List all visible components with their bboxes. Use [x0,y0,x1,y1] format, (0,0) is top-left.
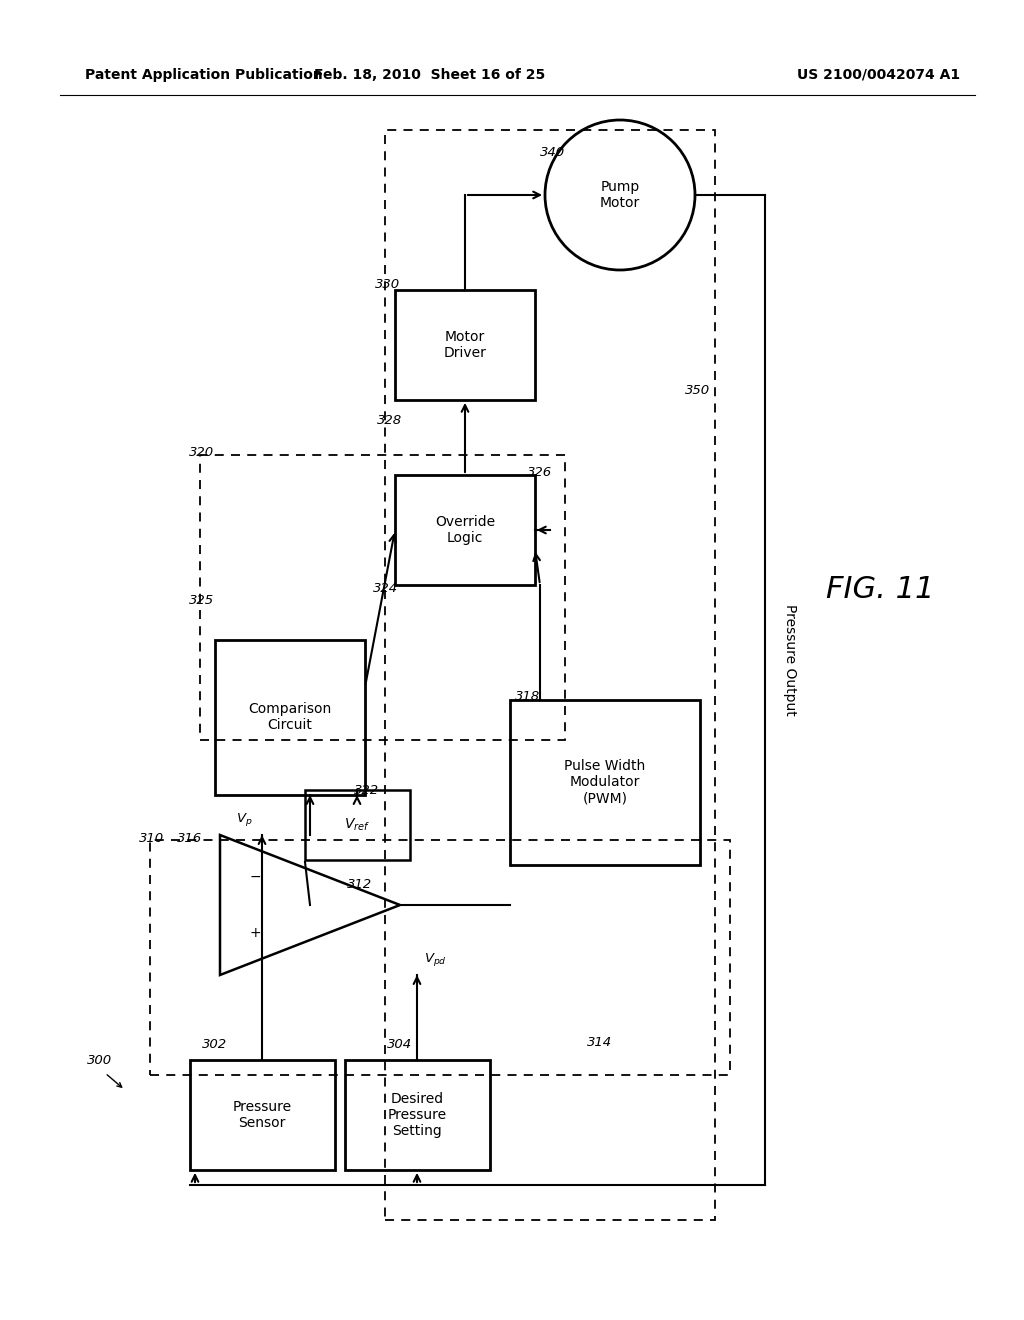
Text: Pressure
Sensor: Pressure Sensor [232,1100,292,1130]
Bar [150,840,730,1074]
Text: 324: 324 [374,582,398,594]
Bar [345,1060,490,1170]
Text: $V_{pd}$: $V_{pd}$ [424,952,446,969]
Text: 340: 340 [541,145,565,158]
Bar [200,455,565,741]
Text: Feb. 18, 2010  Sheet 16 of 25: Feb. 18, 2010 Sheet 16 of 25 [314,69,546,82]
Bar [190,1060,335,1170]
Text: $V_p$: $V_p$ [236,812,252,829]
Text: 322: 322 [354,784,380,796]
Bar [395,290,535,400]
Text: −: − [249,870,261,884]
Text: Override
Logic: Override Logic [435,515,495,545]
Text: 326: 326 [527,466,553,479]
Text: 328: 328 [378,413,402,426]
Text: 320: 320 [189,446,215,459]
Text: Desired
Pressure
Setting: Desired Pressure Setting [387,1092,446,1138]
Text: Patent Application Publication: Patent Application Publication [85,69,323,82]
Bar [385,129,715,1220]
Text: US 2100/0042074 A1: US 2100/0042074 A1 [797,69,961,82]
Text: Pressure Output: Pressure Output [783,605,797,715]
Text: FIG. 11: FIG. 11 [825,576,934,605]
Text: Comparison
Circuit: Comparison Circuit [249,702,332,733]
Text: 312: 312 [347,879,373,891]
Text: Motor
Driver: Motor Driver [443,330,486,360]
Text: $V_{ref}$: $V_{ref}$ [344,817,370,833]
Text: 350: 350 [685,384,711,396]
Text: 302: 302 [203,1039,227,1052]
Text: +: + [249,927,261,940]
Text: 304: 304 [387,1039,413,1052]
Text: 300: 300 [87,1053,113,1067]
Bar [305,789,410,861]
Text: 316: 316 [177,832,203,845]
Text: 325: 325 [189,594,215,606]
Text: 310: 310 [139,832,165,845]
Text: Pulse Width
Modulator
(PWM): Pulse Width Modulator (PWM) [564,759,645,805]
Bar [510,700,700,865]
Bar [395,475,535,585]
Text: 330: 330 [376,279,400,292]
Text: 318: 318 [515,690,541,704]
Text: 314: 314 [588,1036,612,1049]
Text: Pump
Motor: Pump Motor [600,180,640,210]
Bar [215,640,365,795]
